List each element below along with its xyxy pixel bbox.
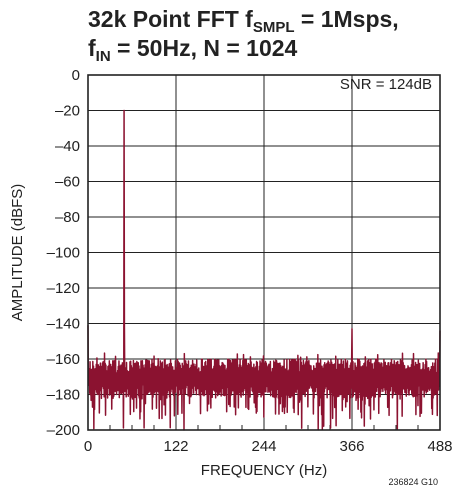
plot-border <box>87 74 441 431</box>
y-tick-label: 0 <box>72 67 80 84</box>
x-tick-label: 0 <box>84 438 92 455</box>
x-tick-label: 366 <box>339 438 364 455</box>
x-tick-label: 488 <box>427 438 452 455</box>
figure-reference: 236824 G10 <box>388 477 438 487</box>
fft-trace-line <box>87 109 441 431</box>
x-axis-label: FREQUENCY (Hz) <box>201 462 327 479</box>
y-tick-label: –100 <box>47 245 80 262</box>
fft-trace <box>87 109 441 431</box>
y-tick-label: –80 <box>55 209 80 226</box>
y-tick-labels: 0 –20 –40 –60 –80 –100 –120 –140 –160 –180 –200 <box>47 67 80 439</box>
x-tick-label: 122 <box>163 438 188 455</box>
x-tick-labels: 0 122 244 366 488 <box>84 438 452 455</box>
x-tick-label: 244 <box>251 438 276 455</box>
y-tick-label: –160 <box>47 351 80 368</box>
y-tick-label: –40 <box>55 138 80 155</box>
y-axis-label: AMPLITUDE (dBFS) <box>9 184 26 322</box>
chart-title-line-1: 32k Point FFT fSMPL = 1Msps, <box>88 6 399 36</box>
y-tick-label: –120 <box>47 280 80 297</box>
y-tick-label: –60 <box>55 174 80 191</box>
chart-title-line-2: fIN = 50Hz, N = 1024 <box>88 35 298 65</box>
snr-annotation: SNR = 124dB <box>340 76 432 93</box>
y-tick-label: –20 <box>55 103 80 120</box>
y-tick-label: –200 <box>47 422 80 439</box>
y-tick-label: –180 <box>47 387 80 404</box>
y-tick-label: –140 <box>47 316 80 333</box>
